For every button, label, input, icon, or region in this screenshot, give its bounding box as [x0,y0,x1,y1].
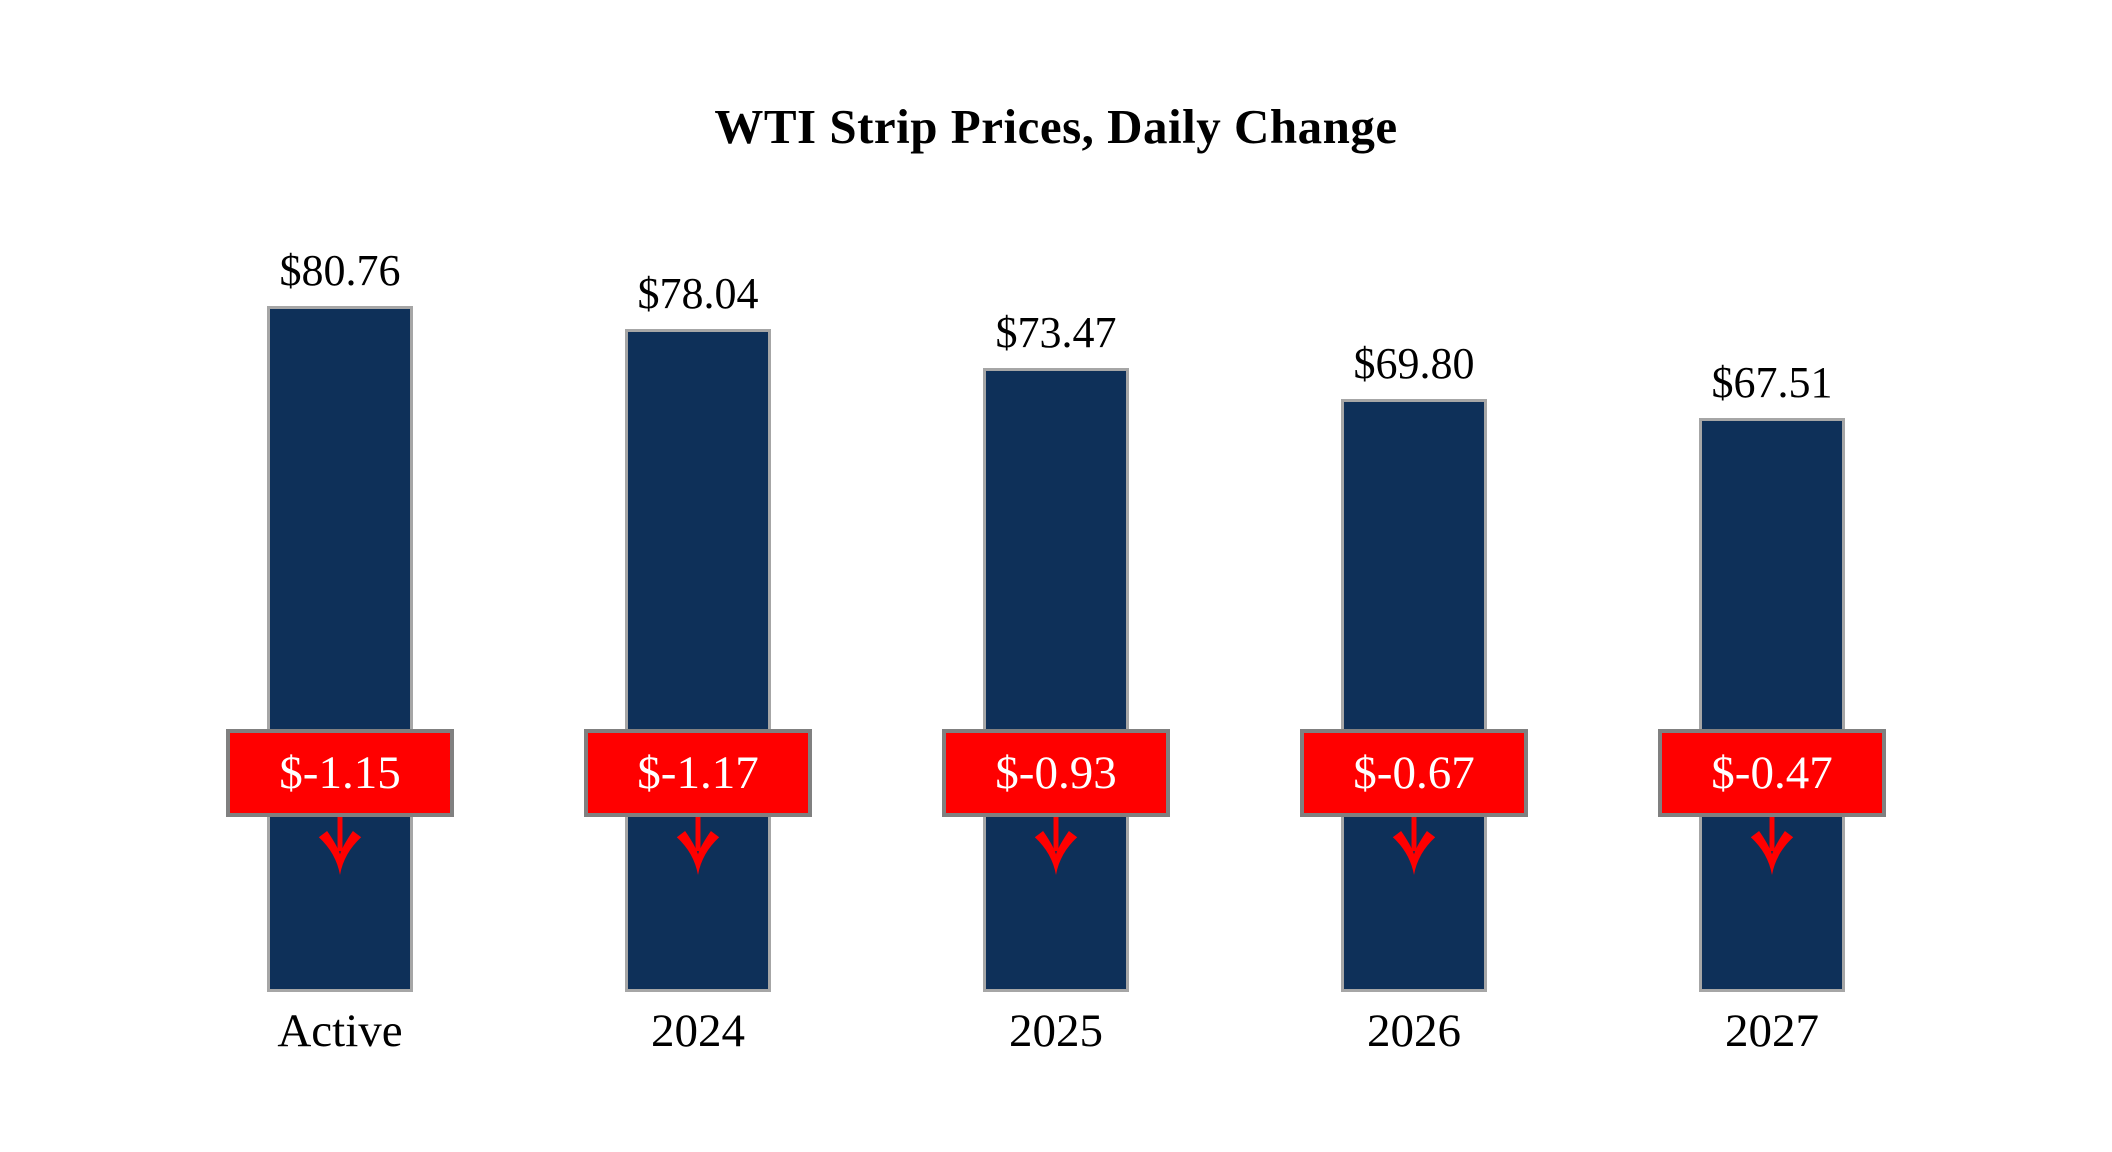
price-bar [1699,418,1845,992]
down-arrow-icon [318,814,362,875]
price-bar [983,368,1129,992]
down-arrow-icon [676,814,720,875]
bar-value-label: $69.80 [1353,339,1475,388]
category-label: 2026 [1367,1005,1461,1057]
bar-value-label: $80.76 [279,246,401,295]
daily-change-value: $-1.17 [637,746,759,799]
bar-value-label: $67.51 [1711,358,1833,407]
price-bar [1341,399,1487,992]
category-label: 2025 [1009,1005,1103,1057]
daily-change-badge: $-0.67 [1300,729,1528,817]
bar-column-2025: $73.47 $-0.93 2025 [877,0,1235,1152]
daily-change-badge: $-0.93 [942,729,1170,817]
price-bar [267,306,413,992]
down-arrow-icon [1392,814,1436,875]
daily-change-value: $-0.67 [1353,746,1475,799]
down-arrow-icon [1034,814,1078,875]
bar-value-label: $78.04 [637,269,759,318]
price-bar [625,329,771,992]
daily-change-value: $-1.15 [279,746,401,799]
daily-change-badge: $-0.47 [1658,729,1886,817]
daily-change-badge: $-1.15 [226,729,454,817]
bar-column-2027: $67.51 $-0.47 2027 [1593,0,1951,1152]
daily-change-value: $-0.93 [995,746,1117,799]
down-arrow-icon [1750,814,1794,875]
bar-column-2024: $78.04 $-1.17 2024 [519,0,877,1152]
bar-column-2026: $69.80 $-0.67 2026 [1235,0,1593,1152]
chart-title: WTI Strip Prices, Daily Change [714,99,1398,154]
bar-value-label: $73.47 [995,308,1117,357]
daily-change-value: $-0.47 [1711,746,1833,799]
category-label: Active [277,1005,403,1057]
category-label: 2024 [651,1005,745,1057]
bar-column-active: $80.76 $-1.15 Active [161,0,519,1152]
category-label: 2027 [1725,1005,1819,1057]
daily-change-badge: $-1.17 [584,729,812,817]
